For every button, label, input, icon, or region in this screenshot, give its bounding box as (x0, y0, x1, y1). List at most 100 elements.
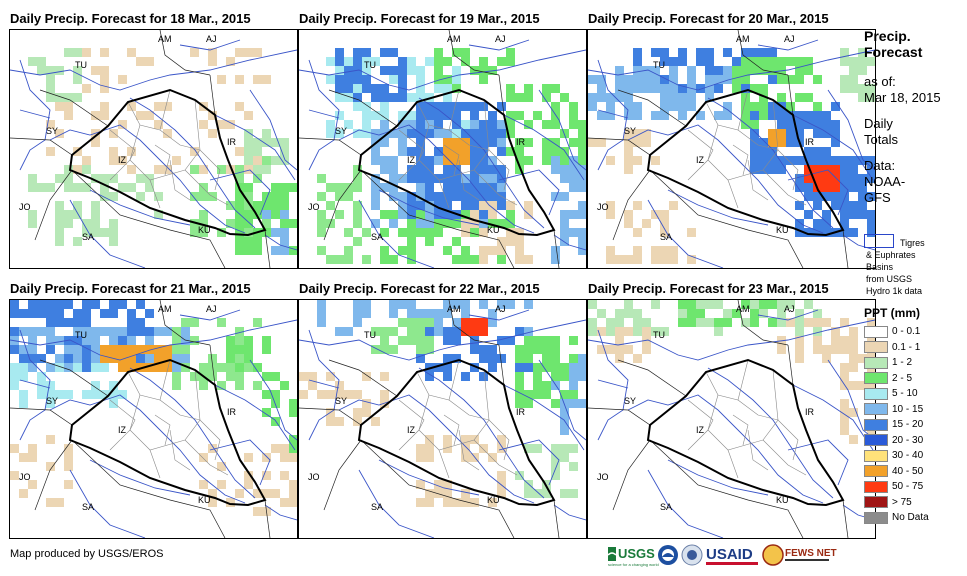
province-line (159, 129, 201, 151)
precip-cell (768, 102, 777, 111)
precip-cell (262, 156, 271, 165)
precip-cell (633, 309, 642, 318)
precip-cell (326, 417, 335, 426)
precip-cell (271, 138, 280, 147)
precip-cell (849, 381, 858, 390)
precip-cell (813, 147, 822, 156)
precip-cell (497, 435, 506, 444)
precip-cell (64, 318, 73, 327)
precip-cell (777, 318, 786, 327)
precip-cell (696, 309, 705, 318)
precip-cell (398, 147, 407, 156)
border-line (209, 74, 216, 116)
precip-cell (127, 147, 136, 156)
precip-cell (389, 345, 398, 354)
precip-cell (741, 66, 750, 75)
precip-cell (82, 156, 91, 165)
precip-cell (578, 165, 586, 174)
precip-cell (849, 183, 858, 192)
precip-cell (597, 327, 606, 336)
forecast-map: AM AJ TU SY IZ IR JO SA KU (298, 29, 587, 269)
precip-cell (488, 156, 497, 165)
precip-cell (335, 327, 344, 336)
precip-cell (786, 75, 795, 84)
precip-cell (705, 48, 714, 57)
precip-cell (678, 57, 687, 66)
border-line (737, 300, 789, 346)
precip-cell (226, 336, 235, 345)
precip-cell (569, 174, 578, 183)
precip-cell (398, 174, 407, 183)
precip-cell (371, 84, 380, 93)
precip-cell (28, 453, 37, 462)
river-line (503, 114, 585, 181)
precip-cell (515, 147, 524, 156)
precip-cell (280, 237, 289, 246)
precip-cell (344, 327, 353, 336)
precip-cell (461, 489, 470, 498)
precip-cell (515, 165, 524, 174)
precip-cell (82, 354, 91, 363)
precip-cell (407, 66, 416, 75)
precip-cell (335, 84, 344, 93)
precip-cell (217, 480, 226, 489)
precip-cell (578, 183, 586, 192)
precip-cell (91, 210, 100, 219)
precip-cell (461, 246, 470, 255)
precip-cell (353, 93, 362, 102)
precip-cell (154, 192, 163, 201)
precip-cell (64, 453, 73, 462)
precip-cell (46, 435, 55, 444)
precip-cell (669, 57, 678, 66)
precip-cell (82, 336, 91, 345)
precip-cell (28, 57, 37, 66)
legend-label: 30 - 40 (892, 450, 924, 462)
province-line (747, 159, 769, 201)
legend-item: 10 - 15 (864, 402, 929, 418)
precip-cell (91, 381, 100, 390)
precip-cell (506, 219, 515, 228)
precip-cell (362, 102, 371, 111)
river-line (597, 59, 629, 171)
precip-cell (795, 309, 804, 318)
country-label-aj: AJ (784, 304, 795, 314)
precip-cell (244, 192, 253, 201)
precip-cell (533, 381, 542, 390)
precip-cell (371, 147, 380, 156)
precip-cell (606, 201, 615, 210)
precip-cell (678, 309, 687, 318)
precip-cell (136, 354, 145, 363)
river-line (49, 394, 246, 504)
country-label-iz: IZ (407, 425, 416, 435)
precip-grid (28, 48, 297, 255)
precip-cell (425, 327, 434, 336)
precip-cell (813, 219, 822, 228)
precip-cell (831, 327, 840, 336)
precip-cell (407, 228, 416, 237)
precip-cell (398, 75, 407, 84)
precip-cell (515, 111, 524, 120)
river-line (89, 459, 191, 496)
precip-cell (443, 57, 452, 66)
precip-cell (425, 192, 434, 201)
precip-cell (633, 156, 642, 165)
precip-cell (759, 309, 768, 318)
precip-cell (551, 255, 560, 264)
precip-cell (46, 84, 55, 93)
precip-cell (100, 345, 109, 354)
precip-cell (696, 84, 705, 93)
precip-cell (100, 192, 109, 201)
precip-cell (461, 147, 470, 156)
precip-cell (235, 228, 244, 237)
precip-cell (867, 93, 875, 102)
precip-cell (289, 435, 297, 444)
precip-cell (73, 93, 82, 102)
precip-cell (425, 318, 434, 327)
precip-cell (597, 138, 606, 147)
daily-label: Daily (864, 116, 893, 131)
precip-cell (109, 228, 118, 237)
precip-cell (759, 84, 768, 93)
precip-cell (624, 165, 633, 174)
precip-cell (46, 381, 55, 390)
precip-cell (172, 336, 181, 345)
